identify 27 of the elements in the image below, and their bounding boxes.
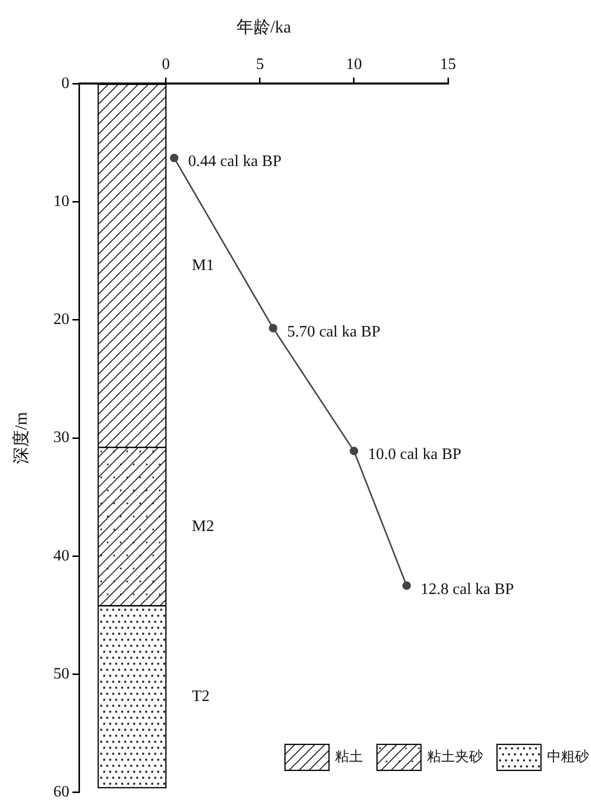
x-axis-title: 年龄/ka — [236, 18, 292, 37]
annotation: 0.44 cal ka BP — [188, 153, 282, 170]
point — [170, 154, 178, 162]
annotation: 10.0 cal ka BP — [368, 446, 462, 464]
y-tick-label: 30 — [53, 429, 70, 446]
y-tick-label: 10 — [53, 192, 70, 210]
x-tick-label: 5 — [256, 56, 264, 74]
y-tick-label: 20 — [53, 311, 70, 328]
x-tick-label: 10 — [346, 56, 362, 74]
annotation: M2 — [192, 518, 214, 535]
annotation: T2 — [192, 688, 210, 705]
y-tick-label: 60 — [53, 784, 70, 801]
annotation: 12.8 cal ka BP — [420, 580, 514, 598]
text: 粘土夹砂 — [427, 749, 483, 766]
x-tick-label: 15 — [440, 56, 456, 74]
point — [402, 581, 411, 590]
annotation: 5.70 cal ka BP — [287, 323, 381, 340]
y-axis-title: 深度/m — [12, 412, 31, 464]
point — [350, 446, 358, 456]
text: 粘土 — [335, 749, 363, 766]
y-tick-label: 40 — [53, 547, 70, 564]
point — [268, 324, 278, 332]
y-tick-label: 50 — [53, 665, 70, 682]
text: 中粗砂 — [547, 749, 589, 766]
annotation: M1 — [192, 257, 214, 274]
x-tick-label: 0 — [162, 56, 170, 74]
y-tick-label: 0 — [61, 74, 70, 92]
